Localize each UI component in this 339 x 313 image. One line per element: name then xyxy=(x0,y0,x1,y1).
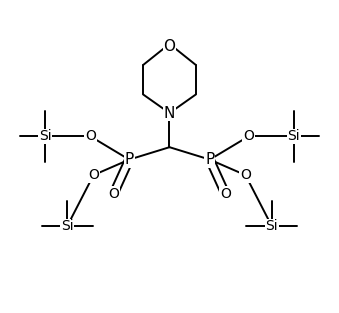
Text: O: O xyxy=(240,168,251,182)
Text: Si: Si xyxy=(61,219,74,233)
Text: O: O xyxy=(108,187,119,201)
Text: P: P xyxy=(124,152,134,167)
Text: O: O xyxy=(243,129,254,143)
Text: O: O xyxy=(220,187,231,201)
Text: Si: Si xyxy=(39,129,52,143)
Text: Si: Si xyxy=(265,219,278,233)
Text: O: O xyxy=(163,39,176,54)
Text: O: O xyxy=(85,129,96,143)
Text: O: O xyxy=(88,168,99,182)
Text: P: P xyxy=(205,152,215,167)
Text: Si: Si xyxy=(287,129,300,143)
Text: N: N xyxy=(164,105,175,121)
